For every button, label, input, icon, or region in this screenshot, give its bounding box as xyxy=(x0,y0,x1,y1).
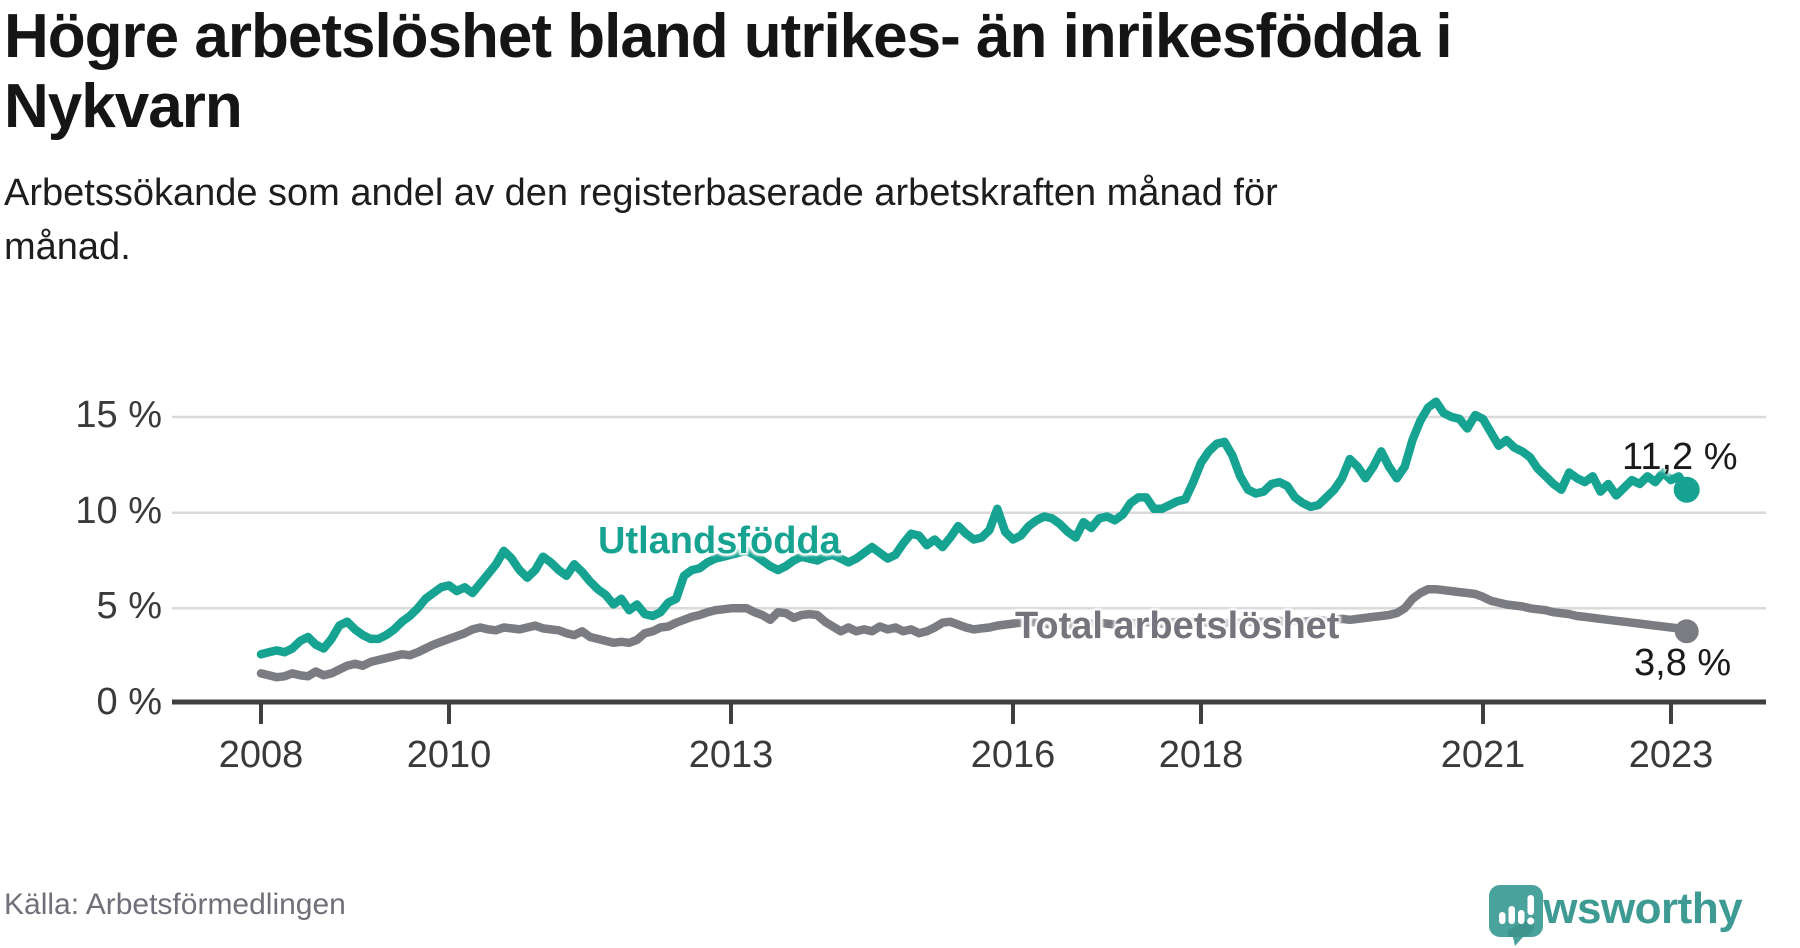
title-line-2: Nykvarn xyxy=(4,72,243,141)
x-tick-label: 2008 xyxy=(218,734,304,776)
y-tick-label: 0 % xyxy=(96,681,162,723)
series-lines xyxy=(256,397,1691,682)
series-end-dots xyxy=(1673,476,1700,644)
y-tick-label: 15 % xyxy=(75,394,162,436)
bar-chart-speech-bubble-icon xyxy=(1489,885,1543,946)
chart-subtitle: Arbetssökande som andel av den registerb… xyxy=(4,166,1484,274)
gridlines xyxy=(172,415,1766,610)
source-note: Källa: Arbetsförmedlingen xyxy=(4,888,346,921)
y-tick-label: 10 % xyxy=(75,489,162,532)
y-tick-label: 5 % xyxy=(96,585,162,628)
subtitle-line-1: Arbetssökande som andel av den registerb… xyxy=(4,172,1278,214)
page-title: Högre arbetslöshet bland utrikes- än inr… xyxy=(4,2,1564,142)
series-label-utlandsfodda: Utlandsfödda xyxy=(598,520,841,562)
title-line-1: Högre arbetslöshet bland utrikes- än inr… xyxy=(4,2,1453,71)
x-tick-label: 2021 xyxy=(1440,734,1526,776)
x-tick-label: 2023 xyxy=(1628,734,1714,776)
x-tick-label: 2016 xyxy=(970,734,1056,776)
subtitle-line-2: månad. xyxy=(4,226,131,268)
x-axis xyxy=(172,699,1766,724)
end-value-label-total: 3,8 % xyxy=(1634,642,1732,684)
x-tick-label: 2018 xyxy=(1158,734,1244,776)
x-tick-label: 2010 xyxy=(406,734,492,776)
newsworthy-logo: Newsworthy xyxy=(1488,884,1743,946)
series-label-total: Total arbetslöshet xyxy=(1015,605,1340,647)
end-value-label-utlandsfodda: 11,2 % xyxy=(1622,436,1738,478)
x-tick-label: 2013 xyxy=(688,734,774,776)
